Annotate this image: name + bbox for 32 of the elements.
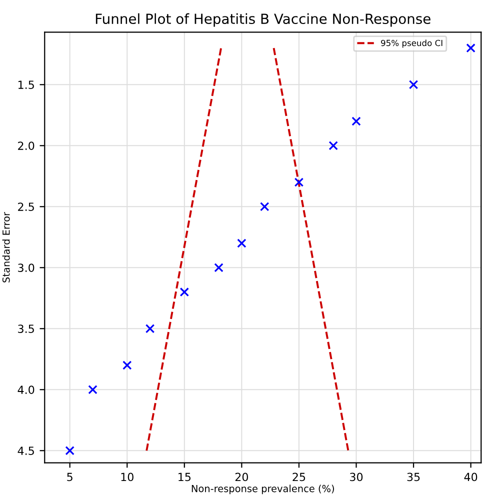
chart-title: Funnel Plot of Hepatitis B Vaccine Non-Response [96,13,430,27]
point [260,202,270,212]
point [294,178,304,187]
y-tick-label: 4.0 [18,386,34,394]
x-tick-label: 35 [407,472,420,482]
x-tick-label: 5 [67,472,72,482]
y-tick-label: 4.5 [18,446,34,456]
y-tick-label: 3.0 [18,264,34,272]
point [88,384,98,394]
point [145,324,155,334]
point [180,287,190,297]
point [328,140,338,150]
x-tick-label: 10 [121,472,134,482]
y-axis-title: Standard Error [2,212,10,282]
x-tick-label: 20 [235,472,248,482]
x-tick-label: 15 [178,472,191,482]
point [466,43,476,53]
y-tick-label: 1.5 [18,80,34,90]
y-tick-label: 2.5 [18,202,34,212]
point [352,116,361,126]
x-tick-label: 25 [292,472,306,482]
legend-label: 95% pseudo CI [381,40,442,48]
y-tick-label: 2.0 [18,142,34,150]
x-tick-label: 40 [464,472,478,482]
point [122,360,132,370]
x-axis-title: Non-response prevalence (%) [192,484,334,494]
point [408,80,418,90]
point [65,446,74,456]
x-tick-label: 30 [350,472,363,482]
y-tick-label: 3.5 [18,324,34,334]
point [214,262,224,272]
point [237,238,246,248]
